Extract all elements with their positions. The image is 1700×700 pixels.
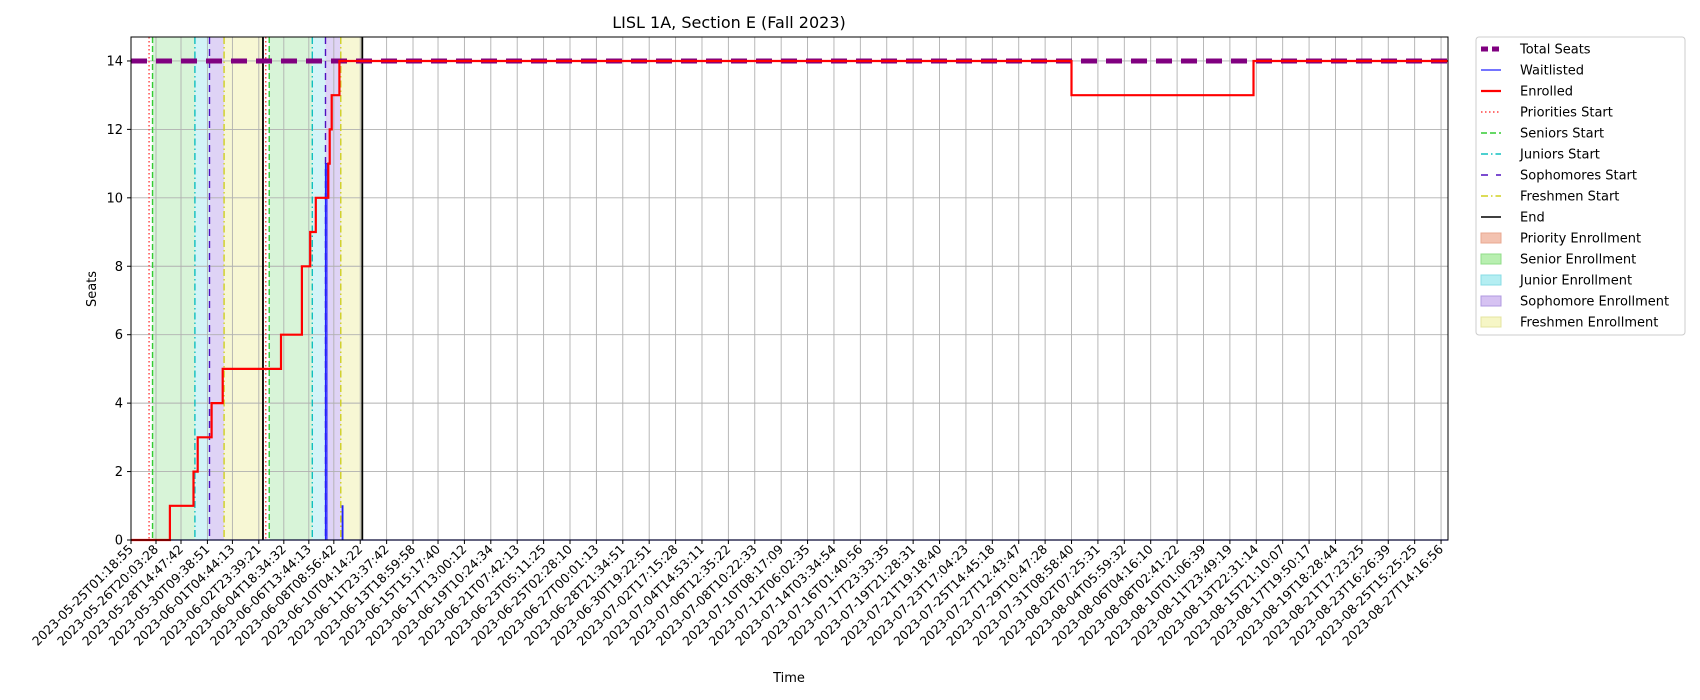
- y-tick-label: 2: [115, 465, 123, 480]
- period-shade: [224, 37, 263, 540]
- grid-lines: [130, 37, 1448, 541]
- period-shade: [209, 37, 225, 540]
- period-shade: [340, 37, 363, 540]
- legend-label: Sophomores Start: [1520, 169, 1637, 184]
- legend-label: Freshmen Start: [1520, 190, 1619, 205]
- y-tick-label: 0: [115, 534, 123, 549]
- legend-label: End: [1520, 211, 1545, 226]
- event-lines: [148, 37, 364, 540]
- legend-swatch-junior-enrollment: [1480, 274, 1502, 286]
- plot-frame: [130, 36, 1449, 541]
- plot-area: [130, 36, 1449, 542]
- x-axis: 2023-05-25T01:18:552023-05-26T20:03:2820…: [29, 540, 1446, 649]
- period-shade: [269, 37, 313, 540]
- plot-background: [131, 37, 1448, 540]
- period-shade: [194, 37, 210, 540]
- legend-label: Sophomore Enrollment: [1520, 295, 1669, 310]
- legend-swatch-priority-enrollment: [1480, 232, 1502, 244]
- legend-label: Juniors Start: [1519, 148, 1600, 163]
- legend-frame: [1475, 36, 1686, 336]
- y-tick-label: 14: [106, 54, 123, 69]
- legend-label: Priority Enrollment: [1520, 232, 1641, 247]
- period-shade: [152, 37, 195, 540]
- legend-label: Senior Enrollment: [1520, 253, 1636, 268]
- y-tick-label: 4: [115, 397, 123, 412]
- legend-label: Freshmen Enrollment: [1520, 316, 1658, 331]
- legend-swatch-sophomore-enrollment: [1480, 295, 1502, 307]
- y-axis: 0 2 4 6 8 10 12 14: [106, 54, 131, 549]
- x-axis-label: Time: [772, 671, 805, 686]
- legend-swatch-senior-enrollment: [1480, 253, 1502, 265]
- y-tick-label: 6: [115, 328, 123, 343]
- period-shade: [312, 37, 326, 540]
- legend-label: Total Seats: [1519, 43, 1591, 58]
- legend-label: Junior Enrollment: [1519, 274, 1632, 289]
- y-tick-label: 8: [115, 260, 123, 275]
- legend-label: Priorities Start: [1520, 106, 1613, 121]
- y-tick-label: 10: [106, 191, 123, 206]
- series-enrolled: [131, 59, 1448, 542]
- legend: Total Seats Waitlisted Enrolled Priorities …: [1475, 36, 1686, 336]
- y-tick-label: 12: [106, 123, 123, 138]
- legend-label: Seniors Start: [1520, 127, 1604, 142]
- legend-swatch-freshmen-enrollment: [1480, 316, 1502, 328]
- legend-label: Enrolled: [1520, 85, 1573, 100]
- y-axis-label: Seats: [85, 271, 100, 307]
- legend-label: Waitlisted: [1520, 64, 1584, 79]
- chart-title: LISL 1A, Section E (Fall 2023): [612, 13, 846, 32]
- period-shade: [325, 37, 341, 540]
